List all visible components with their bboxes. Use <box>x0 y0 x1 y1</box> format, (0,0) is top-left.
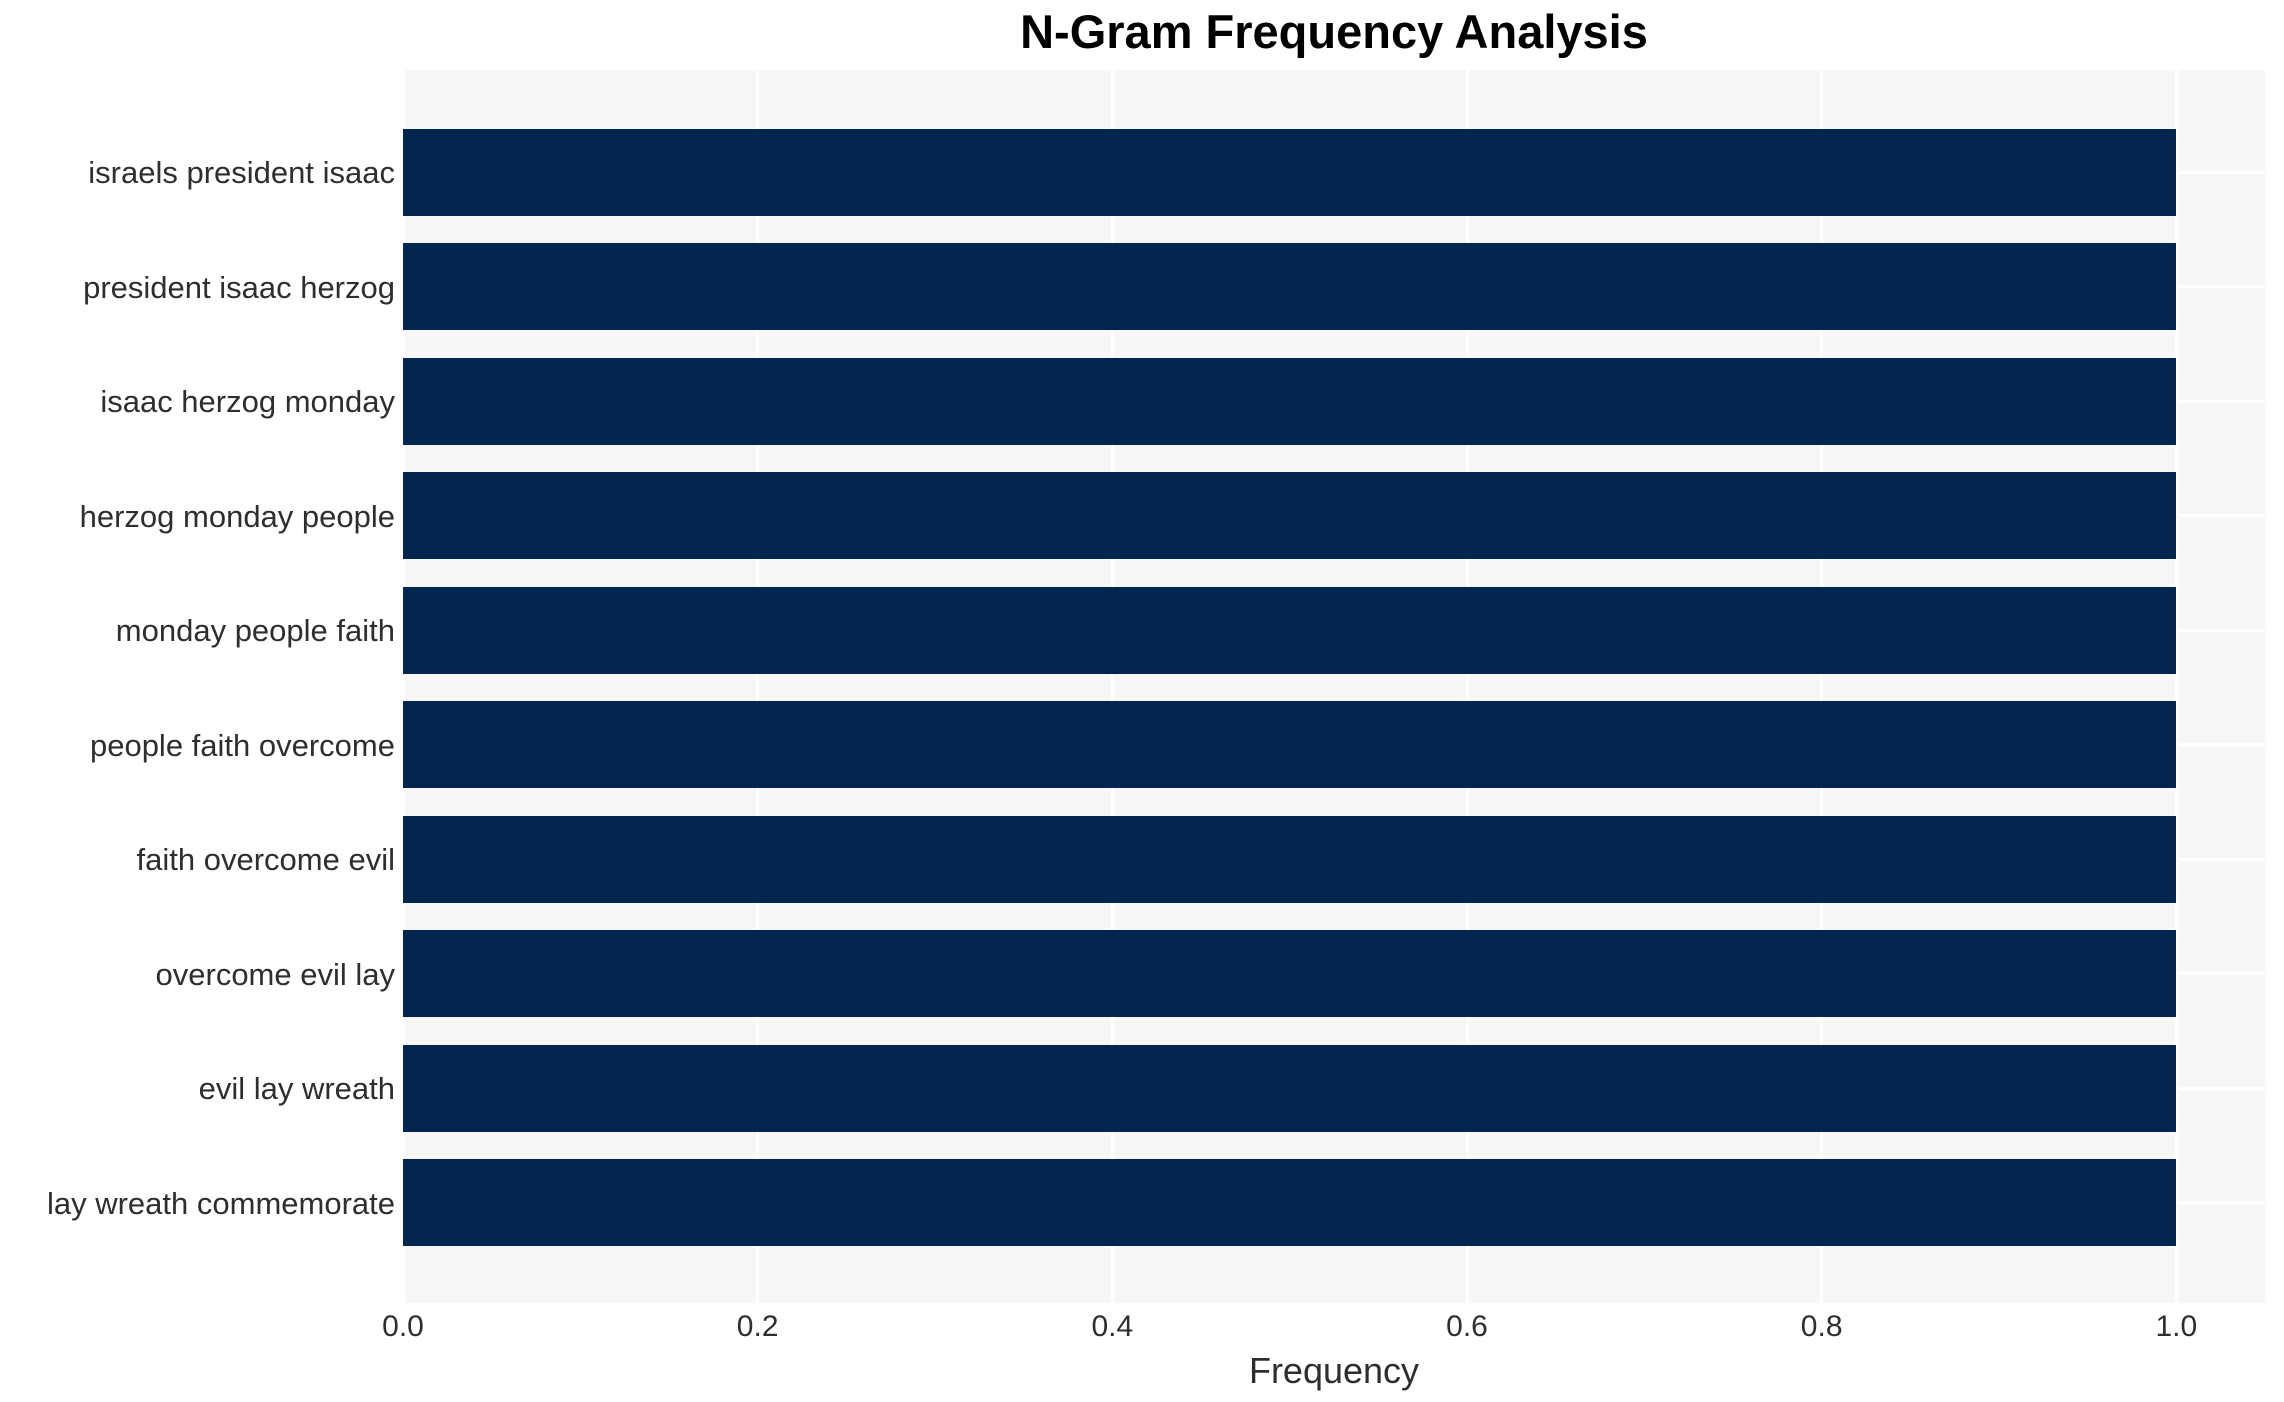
bar-lay-wreath-commemorate <box>403 1159 2177 1246</box>
bar-people-faith-overcome <box>403 701 2177 788</box>
bar-evil-lay-wreath <box>403 1044 2177 1132</box>
x-axis-tick-label: 0.4 <box>1091 1310 1134 1343</box>
x-axis-tick-label: 1.0 <box>2155 1310 2198 1343</box>
y-axis-label: evil lay wreath <box>198 1071 395 1106</box>
x-axis-tick-label: 0.6 <box>1446 1310 1488 1343</box>
x-gridline <box>1465 70 1469 1303</box>
bar-monday-people-faith <box>403 586 2177 674</box>
bar-overcome-evil-lay <box>403 930 2177 1017</box>
x-axis-tick-label: 0.0 <box>382 1310 424 1343</box>
bar-president-isaac-herzog <box>403 243 2177 330</box>
y-axis-label: lay wreath commemorate <box>46 1185 395 1221</box>
x-axis-tick-label: 0.8 <box>1800 1310 1843 1343</box>
bar-herzog-monday-people <box>403 472 2177 559</box>
x-axis-title: Frequency <box>1248 1350 1420 1391</box>
y-axis-label: isaac herzog monday <box>100 384 395 419</box>
y-axis-label: people faith overcome <box>89 727 395 763</box>
y-axis-label: israels president isaac <box>88 155 395 190</box>
y-axis-label: overcome evil lay <box>155 956 395 992</box>
bar-isaac-herzog-monday <box>403 357 2177 445</box>
y-axis-label: faith overcome evil <box>136 842 395 877</box>
chart-title: N-Gram Frequency Analysis <box>1020 5 1648 58</box>
y-axis-label: herzog monday people <box>79 498 395 534</box>
x-gridline <box>2174 70 2178 1303</box>
x-gridline <box>1110 70 1114 1303</box>
bar-faith-overcome-evil <box>403 815 2177 903</box>
y-axis-label: monday people faith <box>115 613 395 648</box>
plot-area <box>401 70 2265 1303</box>
x-gridline <box>1820 70 1824 1303</box>
x-axis-tick-label: 0.2 <box>736 1310 779 1343</box>
y-axis-label: president isaac herzog <box>83 269 395 305</box>
x-gridline <box>401 70 405 1303</box>
x-gridline <box>756 70 760 1303</box>
bar-israels-president-isaac <box>403 128 2177 216</box>
